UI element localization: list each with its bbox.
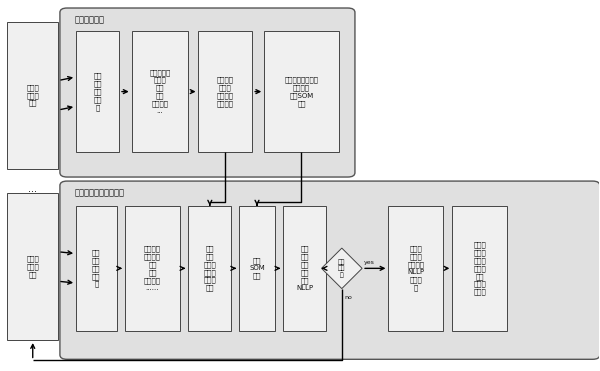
Text: 威布尔
分布函
数模型：
NLLP
指标拟
合: 威布尔 分布函 数模型： NLLP 指标拟 合 (407, 246, 424, 291)
Text: 离线学习建模: 离线学习建模 (74, 15, 104, 24)
FancyBboxPatch shape (264, 31, 339, 152)
FancyBboxPatch shape (76, 31, 119, 152)
FancyBboxPatch shape (239, 206, 275, 331)
FancyBboxPatch shape (188, 206, 232, 331)
Text: 计算
健康
量化
评估
值：
NLLP: 计算 健康 量化 评估 值： NLLP (296, 246, 313, 291)
Text: 威布尔
分布函
数模型
反溯推
算：
剩余寿
命预测: 威布尔 分布函 数模型 反溯推 算： 剩余寿 命预测 (473, 242, 486, 295)
FancyBboxPatch shape (7, 22, 58, 169)
FancyBboxPatch shape (131, 31, 188, 152)
FancyBboxPatch shape (388, 206, 443, 331)
FancyBboxPatch shape (452, 206, 507, 331)
Text: 在线性能衰退评估预测: 在线性能衰退评估预测 (74, 188, 124, 197)
FancyBboxPatch shape (199, 31, 252, 152)
Text: 多传
感信
号联
合滤
波: 多传 感信 号联 合滤 波 (92, 249, 101, 288)
FancyBboxPatch shape (125, 206, 180, 331)
Text: ...: ... (28, 184, 37, 194)
FancyBboxPatch shape (60, 181, 600, 359)
Polygon shape (322, 248, 362, 289)
FancyBboxPatch shape (283, 206, 326, 331)
Text: 局部
投影
保持：
信号局
部特征
提取: 局部 投影 保持： 信号局 部特征 提取 (203, 245, 216, 291)
Text: 健康
衰退
？: 健康 衰退 ？ (338, 259, 346, 278)
FancyBboxPatch shape (7, 193, 58, 340)
Text: yes: yes (364, 260, 375, 265)
Text: 基准
SOM
模型: 基准 SOM 模型 (249, 257, 265, 279)
Text: 原始特征集
产生：
均值
方差
小波能量
...: 原始特征集 产生： 均值 方差 小波能量 ... (149, 69, 170, 114)
Text: no: no (345, 295, 353, 300)
Text: 局部投影
保持：
信号局部
特征提取: 局部投影 保持： 信号局部 特征提取 (217, 76, 234, 107)
FancyBboxPatch shape (60, 8, 355, 177)
Text: 基准自组织映射模
型建模：
基准SOM
模型: 基准自组织映射模 型建模： 基准SOM 模型 (284, 76, 319, 107)
Text: 多传
感信
号联
合滤
波: 多传 感信 号联 合滤 波 (93, 73, 102, 111)
Text: 设备多
路传感
信号: 设备多 路传感 信号 (26, 255, 39, 278)
Text: 原始特征
集产生：
均值
方差
小波能量
......: 原始特征 集产生： 均值 方差 小波能量 ...... (144, 246, 161, 291)
Text: 设备多
路传感
信号: 设备多 路传感 信号 (26, 84, 39, 106)
FancyBboxPatch shape (76, 206, 116, 331)
